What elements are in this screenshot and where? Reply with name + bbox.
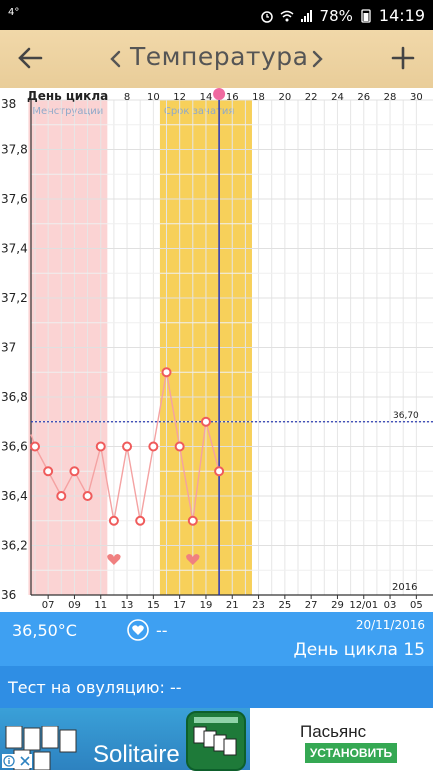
top-tick-label: 16: [226, 92, 239, 103]
top-tick-label: 14: [200, 92, 213, 103]
chevron-right-icon[interactable]: [309, 48, 325, 70]
top-tick-label: 10: [147, 92, 160, 103]
bottom-tick-label: 17: [173, 600, 186, 611]
y-tick-label: 37,2: [1, 291, 28, 305]
install-button[interactable]: УСТАНОВИТЬ: [305, 743, 397, 763]
data-point-day-15[interactable]: [214, 466, 225, 477]
top-axis-label: День цикла: [27, 89, 108, 103]
bottom-tick-label: 13: [121, 600, 134, 611]
data-point-day-12[interactable]: [174, 441, 185, 452]
data-point-day-2[interactable]: [43, 466, 54, 477]
band-label-1: Срок зачатия: [164, 106, 235, 117]
plus-icon[interactable]: [389, 44, 417, 72]
bottom-tick-label: 09: [68, 600, 81, 611]
y-tick-label: 36,4: [1, 489, 28, 503]
top-tick-label: 20: [278, 92, 291, 103]
heart-icon[interactable]: [127, 619, 149, 641]
y-tick-label: 36,6: [1, 440, 28, 454]
data-point-day-8[interactable]: [122, 441, 133, 452]
current-temperature: 36,50°C: [12, 621, 77, 640]
top-tick-label: 30: [410, 92, 423, 103]
bottom-tick-label: 25: [278, 600, 291, 611]
data-point-day-9[interactable]: [135, 515, 146, 526]
top-tick-label: 28: [384, 92, 397, 103]
alarm-icon: [260, 10, 273, 23]
bottom-tick-label: 15: [147, 600, 160, 611]
battery-icon: [361, 8, 371, 23]
ad-title: Пасьянс: [300, 722, 367, 741]
status-bar: 4° 78% 14:19: [0, 0, 433, 30]
data-point-day-7[interactable]: [108, 515, 119, 526]
y-tick-label: 36,8: [1, 390, 28, 404]
ad-left-text: Solitaire: [93, 741, 180, 768]
signal-icon: [300, 9, 312, 22]
back-arrow-icon[interactable]: [16, 44, 44, 72]
ad-banner[interactable]: Solitaire Пасьянс УСТАНОВИТЬ: [0, 708, 433, 771]
band-label-0: Менструации: [32, 106, 103, 117]
battery-percent: 78%: [319, 6, 353, 25]
top-tick-label: 22: [305, 92, 318, 103]
y-tick-label: 36,2: [1, 539, 28, 553]
coverline-label: 36,70: [393, 411, 419, 421]
data-point-day-13[interactable]: [187, 515, 198, 526]
bottom-tick-label: 23: [252, 600, 265, 611]
bottom-tick-label: 07: [42, 600, 55, 611]
data-point-day-5[interactable]: [82, 491, 93, 501]
cycle-day: День цикла 15: [293, 640, 425, 660]
heart-marker: [107, 554, 121, 565]
ad-close-icon[interactable]: [18, 754, 32, 768]
data-point-day-1[interactable]: [30, 441, 40, 452]
bottom-tick-label: 27: [305, 600, 318, 611]
top-tick-label: 18: [252, 92, 265, 103]
top-tick-label: 8: [124, 92, 130, 103]
bottom-tick-label: 05: [410, 600, 423, 611]
temperature-line: [30, 372, 220, 521]
bottom-tick-label: 03: [384, 600, 397, 611]
bottom-tick-label: 19: [200, 600, 213, 611]
data-point-day-3[interactable]: [56, 491, 67, 501]
solitaire-app-icon: [186, 711, 246, 771]
y-tick-label: 37,6: [1, 192, 28, 206]
top-tick-label: 24: [331, 92, 344, 103]
page-title: Температура: [130, 42, 309, 71]
temperature-indicator: 4°: [8, 7, 20, 18]
y-tick-label: 36: [1, 588, 16, 602]
bottom-tick-label: 21: [226, 600, 239, 611]
bottom-tick-label: 11: [94, 600, 107, 611]
bottom-tick-label: 29: [331, 600, 344, 611]
app-bar: Температура: [0, 30, 433, 88]
bottom-tick-label: 12/01: [349, 600, 378, 611]
y-tick-label: 37: [1, 341, 16, 355]
temperature-chart[interactable]: Менструации Срок зачатия 38 37,8 37,6 37,4 37…: [0, 88, 433, 612]
heart-value: --: [156, 621, 168, 640]
selected-date: 20/11/2016: [355, 618, 425, 632]
top-tick-label: 26: [357, 92, 370, 103]
data-point-day-14[interactable]: [200, 416, 211, 427]
ovulation-test[interactable]: Тест на овуляцию: --: [8, 678, 182, 697]
heart-marker: [186, 554, 200, 565]
y-tick-label: 38: [1, 97, 16, 111]
ad-info-icon[interactable]: [2, 754, 16, 768]
wifi-icon: [280, 10, 294, 21]
y-tick-label: 37,8: [1, 143, 28, 157]
y-tick-label: 37,4: [1, 242, 28, 256]
cards-icon: [5, 726, 77, 770]
data-point-day-11[interactable]: [161, 367, 172, 378]
ovulation-bar: Тест на овуляцию: --: [0, 666, 433, 708]
data-point-day-6[interactable]: [95, 441, 106, 452]
info-bar: 36,50°C -- 20/11/2016 День цикла 15: [0, 612, 433, 666]
year-label: 2016: [392, 582, 417, 593]
ad-image[interactable]: Solitaire: [0, 708, 250, 771]
current-day-marker[interactable]: [213, 88, 226, 100]
top-tick-label: 12: [173, 92, 186, 103]
chevron-left-icon[interactable]: [108, 48, 124, 70]
data-point-day-10[interactable]: [148, 441, 159, 452]
clock: 14:19: [378, 6, 425, 25]
data-point-day-4[interactable]: [69, 466, 80, 477]
